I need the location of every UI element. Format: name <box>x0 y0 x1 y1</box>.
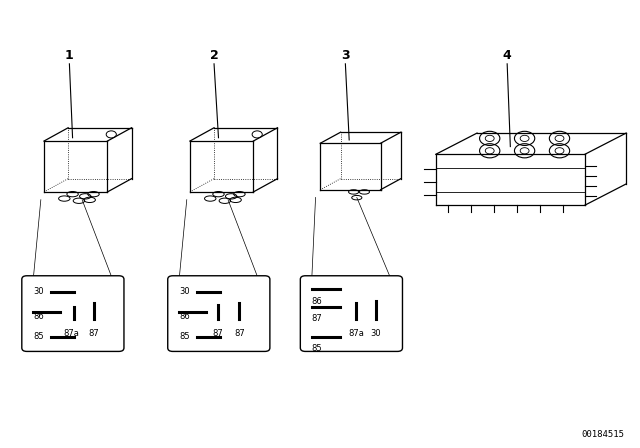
Text: 30: 30 <box>33 287 44 296</box>
Text: 3: 3 <box>341 49 349 62</box>
Text: 87a: 87a <box>64 329 79 338</box>
Text: 4: 4 <box>503 49 511 62</box>
Text: 2: 2 <box>210 49 218 62</box>
Text: 00184515: 00184515 <box>582 430 625 439</box>
Text: 87a: 87a <box>349 329 364 338</box>
Text: 30: 30 <box>179 287 190 296</box>
Text: 1: 1 <box>65 49 74 62</box>
FancyBboxPatch shape <box>168 276 270 351</box>
Text: 86: 86 <box>179 312 190 321</box>
Text: 85: 85 <box>33 332 44 341</box>
FancyBboxPatch shape <box>300 276 403 351</box>
Text: 87: 87 <box>88 329 99 338</box>
Text: 87: 87 <box>212 329 223 338</box>
Text: 85: 85 <box>179 332 190 341</box>
Text: 87: 87 <box>312 314 323 323</box>
Text: 30: 30 <box>371 329 381 338</box>
Text: 86: 86 <box>312 297 323 306</box>
Text: 87: 87 <box>234 329 245 338</box>
Text: 86: 86 <box>33 312 44 321</box>
Text: 85: 85 <box>312 344 323 353</box>
FancyBboxPatch shape <box>22 276 124 351</box>
